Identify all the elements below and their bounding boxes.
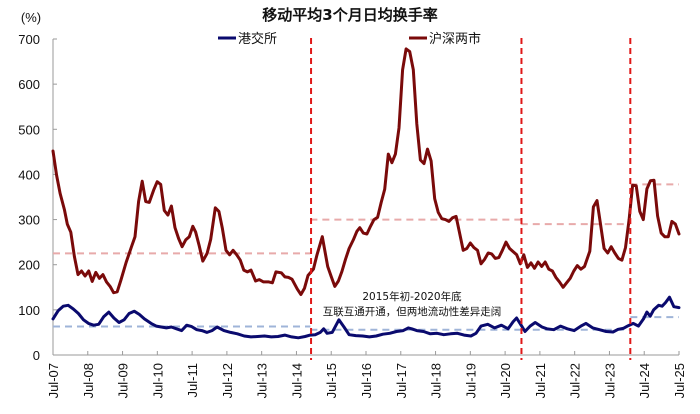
y-tick-label: 200	[18, 258, 40, 273]
x-tick-label: Jul-07	[46, 363, 61, 398]
series-lines	[51, 47, 681, 340]
y-tick-label: 600	[18, 77, 40, 92]
a-share-series-line	[51, 47, 681, 296]
period-divider-lines	[310, 38, 632, 360]
y-axis: 0 100 200 300 400 500 600 700	[18, 32, 57, 363]
x-tick-label: Jul-16	[359, 363, 374, 398]
chart-title: 移动平均3个月日均换手率	[262, 6, 437, 24]
y-tick-label: 100	[18, 303, 40, 318]
x-tick-label: Jul-18	[429, 363, 444, 398]
x-tick-label: Jul-21	[533, 363, 548, 398]
y-axis-unit: (%)	[21, 10, 41, 25]
legend: 港交所 沪深两市	[218, 31, 481, 47]
annotation: 2015年初-2020年底 互联互通开通，但两地流动性差异走阔	[323, 290, 502, 318]
y-tick-label: 300	[18, 213, 40, 228]
x-tick-label: Jul-13	[255, 363, 270, 398]
x-tick-label: Jul-22	[568, 363, 583, 398]
legend-hk-label: 港交所	[238, 31, 277, 47]
y-tick-label: 700	[18, 32, 40, 47]
x-tick-label: Jul-20	[498, 363, 513, 398]
x-tick-label: Jul-19	[463, 363, 478, 398]
x-tick-label: Jul-24	[637, 363, 652, 398]
annotation-line-1: 2015年初-2020年底	[362, 290, 462, 303]
x-tick-label: Jul-14	[289, 363, 304, 398]
annotation-line-2: 互联互通开通，但两地流动性差异走阔	[323, 305, 502, 318]
x-tick-label: Jul-12	[220, 363, 235, 398]
y-tick-label: 400	[18, 167, 40, 182]
y-tick-label: 0	[33, 348, 40, 363]
x-tick-label: Jul-08	[81, 363, 96, 398]
x-tick-label: Jul-17	[394, 363, 409, 398]
x-tick-label: Jul-11	[185, 363, 200, 397]
legend-a-label: 沪深两市	[429, 31, 481, 47]
x-tick-label: Jul-09	[116, 363, 131, 398]
hk-series-line	[51, 295, 681, 340]
y-tick-label: 500	[18, 122, 40, 137]
x-tick-label: Jul-15	[324, 363, 339, 398]
x-tick-label: Jul-10	[150, 363, 165, 398]
x-tick-label: Jul-25	[672, 363, 687, 398]
x-tick-label: Jul-23	[602, 363, 617, 398]
x-axis: Jul-07 Jul-08 Jul-09 Jul-10 Jul-11 Jul-12 Jul-…	[46, 351, 687, 398]
